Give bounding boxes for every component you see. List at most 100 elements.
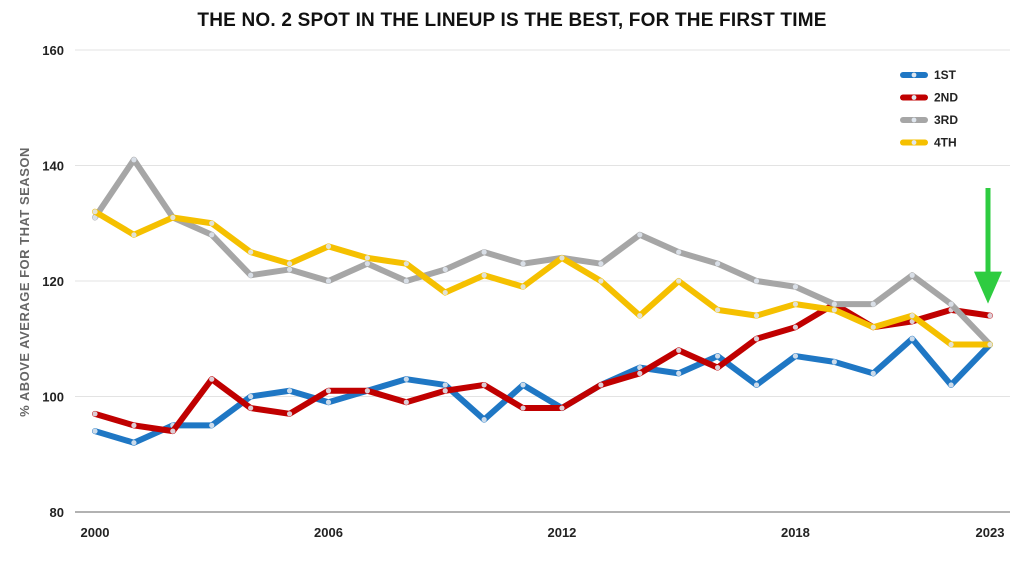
data-point: [637, 365, 643, 371]
data-point: [753, 313, 760, 319]
data-point: [948, 382, 954, 388]
data-point: [715, 353, 721, 359]
data-point: [131, 422, 137, 428]
x-tick-label: 2006: [314, 525, 343, 540]
data-point: [481, 249, 487, 255]
data-point: [209, 422, 215, 428]
data-point: [248, 405, 254, 411]
data-point: [92, 428, 98, 434]
y-tick-label: 100: [42, 390, 64, 405]
x-axis-ticks: 2000 2006 2012 2018 2023: [81, 525, 1005, 540]
data-point: [637, 313, 643, 319]
data-point: [286, 388, 293, 394]
data-point: [676, 347, 682, 353]
data-point: [209, 376, 215, 382]
data-point: [92, 411, 98, 417]
data-point: [364, 261, 370, 267]
data-point: [520, 284, 526, 290]
data-point: [325, 243, 332, 249]
data-point: [481, 417, 487, 423]
data-point: [403, 376, 409, 382]
data-point: [715, 365, 721, 371]
data-point: [209, 220, 215, 226]
data-point: [792, 284, 799, 290]
data-point: [403, 261, 409, 267]
data-point: [559, 405, 565, 411]
data-point: [753, 382, 760, 388]
data-point: [286, 261, 293, 267]
legend-marker: [911, 140, 917, 145]
x-tick-label: 2018: [781, 525, 810, 540]
y-tick-label: 80: [50, 505, 64, 520]
data-point: [792, 353, 799, 359]
data-point: [870, 324, 876, 330]
data-point: [92, 214, 98, 221]
series-line-4th: [92, 208, 993, 348]
data-point: [325, 278, 332, 284]
data-point: [676, 249, 682, 255]
data-point: [598, 261, 604, 267]
data-point: [481, 382, 487, 388]
data-point: [715, 261, 721, 267]
legend-marker: [911, 117, 917, 123]
data-point: [248, 249, 254, 255]
legend-label: 3RD: [934, 113, 958, 127]
data-point: [131, 232, 137, 238]
data-point: [598, 382, 604, 388]
series-line-2nd: [92, 301, 993, 435]
data-point: [909, 313, 915, 319]
data-point: [364, 388, 370, 394]
data-point: [442, 382, 448, 388]
data-point: [170, 428, 176, 434]
data-point: [403, 278, 409, 284]
y-tick-label: 160: [42, 43, 64, 58]
arrow-head: [974, 271, 1002, 304]
data-point: [442, 266, 448, 273]
data-point: [987, 341, 993, 348]
y-axis-ticks: 80 100 120 140 160: [42, 43, 64, 520]
data-point: [870, 301, 876, 307]
data-point: [92, 209, 98, 215]
data-point: [481, 272, 487, 278]
data-point: [909, 336, 915, 342]
data-point: [325, 388, 332, 394]
data-point: [753, 336, 760, 342]
data-point: [715, 307, 721, 313]
x-tick-label: 2012: [547, 525, 576, 540]
data-point: [442, 388, 448, 394]
data-point: [792, 301, 799, 307]
data-point: [831, 301, 837, 307]
data-point: [364, 255, 370, 261]
x-tick-label: 2000: [81, 525, 110, 540]
chart-title: THE NO. 2 SPOT IN THE LINEUP IS THE BEST…: [197, 10, 827, 31]
series-line-3rd: [92, 156, 993, 348]
data-point: [870, 370, 876, 376]
annotations: [974, 188, 1002, 304]
data-point: [909, 272, 915, 278]
y-tick-label: 120: [42, 274, 64, 289]
data-point: [131, 440, 137, 446]
data-point: [403, 399, 409, 405]
data-point: [676, 278, 682, 284]
data-point: [170, 214, 176, 221]
data-point: [831, 307, 837, 313]
y-axis-label: % ABOVE AVERAGE FOR THAT SEASON: [17, 147, 32, 417]
data-point: [520, 261, 526, 267]
data-point: [248, 272, 254, 278]
data-point: [248, 393, 254, 400]
data-point: [948, 341, 954, 348]
legend-label: 2ND: [934, 91, 958, 105]
data-point: [987, 313, 993, 319]
data-point: [676, 370, 682, 376]
data-point: [598, 278, 604, 284]
data-point: [209, 232, 215, 238]
data-point: [831, 359, 837, 365]
data-point: [286, 411, 293, 417]
data-point: [520, 382, 526, 388]
series-lines: [92, 156, 993, 446]
gridlines: [75, 49, 1010, 513]
y-tick-label: 140: [42, 159, 64, 174]
data-point: [286, 266, 293, 273]
legend-marker: [911, 95, 917, 100]
